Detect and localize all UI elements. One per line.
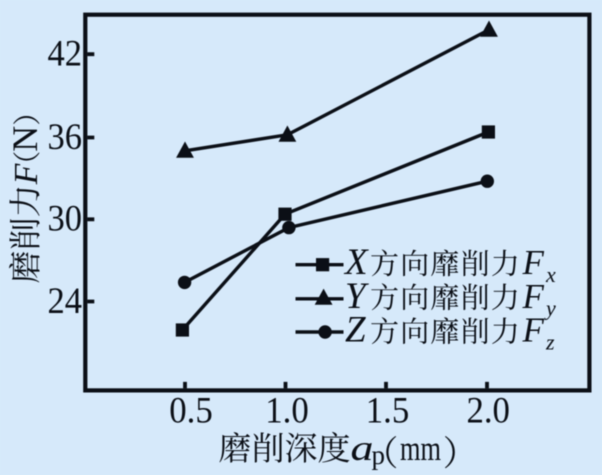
svg-text:X: X bbox=[343, 242, 369, 283]
svg-text:Y: Y bbox=[345, 276, 369, 317]
svg-text:x: x bbox=[545, 262, 556, 287]
svg-text:Z: Z bbox=[345, 310, 366, 351]
svg-text:0.5: 0.5 bbox=[169, 390, 213, 431]
svg-text:42: 42 bbox=[48, 34, 83, 75]
svg-text:1.0: 1.0 bbox=[265, 390, 309, 431]
svg-text:1.5: 1.5 bbox=[366, 390, 410, 431]
svg-text:24: 24 bbox=[48, 281, 83, 322]
svg-text:F: F bbox=[8, 162, 45, 185]
svg-text:36: 36 bbox=[48, 117, 83, 158]
svg-text:30: 30 bbox=[48, 199, 83, 240]
svg-text:F: F bbox=[522, 243, 545, 282]
svg-text:z: z bbox=[545, 330, 555, 355]
svg-text:a: a bbox=[351, 428, 374, 468]
svg-text:N: N bbox=[5, 126, 45, 152]
svg-text:F: F bbox=[522, 277, 545, 316]
svg-text:2.0: 2.0 bbox=[466, 390, 510, 431]
svg-text:y: y bbox=[544, 296, 556, 321]
svg-text:p: p bbox=[372, 440, 386, 470]
svg-text:F: F bbox=[522, 311, 545, 350]
svg-text:mm: mm bbox=[400, 430, 441, 468]
